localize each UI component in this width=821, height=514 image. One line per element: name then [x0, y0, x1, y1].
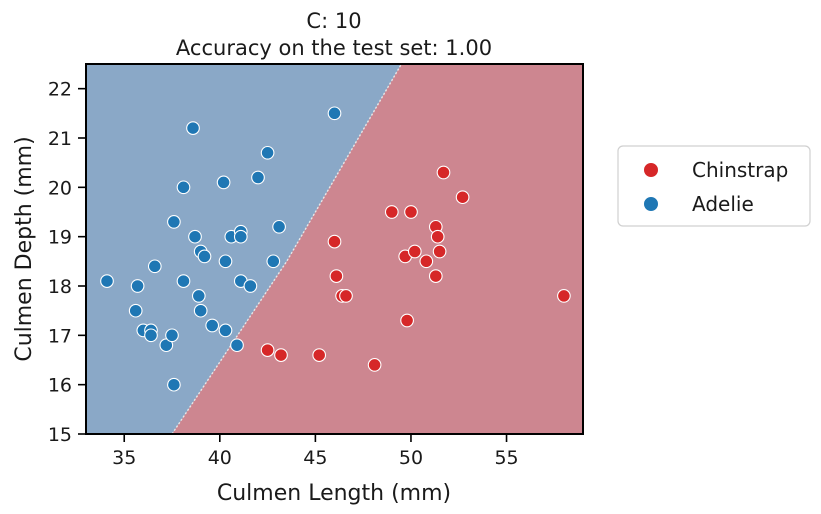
- decision-boundary: [171, 63, 403, 435]
- point-adelie: [230, 338, 244, 353]
- point-chinstrap: [557, 289, 571, 303]
- point-adelie: [147, 259, 162, 274]
- point-chinstrap: [436, 165, 451, 180]
- x-tick-label: 40: [208, 447, 232, 469]
- point-chinstrap: [384, 205, 399, 219]
- point-chinstrap: [407, 244, 422, 259]
- point-adelie: [266, 254, 281, 269]
- point-adelie: [130, 279, 145, 293]
- x-axis: 35 40 45 50 55: [112, 434, 519, 469]
- point-adelie: [216, 175, 231, 190]
- point-adelie: [191, 289, 206, 303]
- point-chinstrap: [455, 190, 470, 205]
- point-adelie: [144, 328, 158, 343]
- point-chinstrap: [404, 205, 418, 219]
- y-tick-label: 15: [48, 424, 72, 446]
- y-tick-label: 21: [48, 128, 72, 150]
- plot-area: [85, 63, 584, 435]
- point-adelie: [186, 121, 200, 135]
- point-adelie: [165, 328, 179, 343]
- point-adelie: [176, 180, 191, 195]
- point-chinstrap: [430, 229, 445, 244]
- point-chinstrap: [400, 313, 414, 328]
- x-tick-label: 35: [112, 447, 136, 469]
- plot-frame: [85, 63, 584, 435]
- point-adelie: [176, 274, 191, 288]
- legend-marker-chinstrap: [643, 162, 659, 178]
- point-chinstrap: [274, 348, 288, 362]
- point-adelie: [197, 249, 212, 264]
- point-chinstrap: [432, 244, 447, 259]
- point-chinstrap: [367, 358, 382, 372]
- point-adelie: [167, 215, 181, 229]
- point-adelie: [100, 274, 114, 288]
- chart-subtitle: Accuracy on the test set: 1.00: [176, 36, 492, 60]
- point-chinstrap: [329, 269, 344, 283]
- x-axis-label: Culmen Length (mm): [217, 481, 451, 506]
- point-chinstrap: [260, 343, 275, 357]
- point-adelie: [233, 229, 248, 244]
- point-adelie: [272, 219, 286, 234]
- point-adelie: [327, 106, 342, 121]
- point-adelie: [251, 170, 265, 185]
- y-tick-label: 16: [48, 375, 72, 397]
- point-adelie: [218, 254, 233, 269]
- y-tick-label: 19: [48, 227, 72, 249]
- y-tick-label: 22: [48, 79, 72, 101]
- point-adelie: [193, 303, 208, 318]
- chart-title: C: 10: [306, 9, 361, 33]
- point-adelie: [128, 303, 143, 318]
- x-tick-label: 45: [303, 447, 327, 469]
- point-adelie: [205, 318, 220, 333]
- region-chinstrap: [172, 64, 583, 434]
- x-tick-label: 50: [399, 447, 423, 469]
- point-chinstrap: [428, 269, 443, 283]
- y-axis: 15 16 17 18 19 20 21 22: [48, 79, 86, 446]
- legend-label-chinstrap: Chinstrap: [692, 158, 788, 182]
- point-adelie: [188, 229, 202, 244]
- y-tick-label: 20: [48, 177, 72, 199]
- y-tick-label: 17: [48, 325, 72, 347]
- x-tick-label: 55: [494, 447, 518, 469]
- point-adelie: [243, 279, 258, 293]
- point-chinstrap: [419, 254, 434, 269]
- legend: Chinstrap Adelie: [617, 145, 811, 227]
- y-axis-label: Culmen Depth (mm): [12, 136, 37, 361]
- legend-frame: [617, 145, 811, 227]
- legend-label-adelie: Adelie: [692, 192, 754, 216]
- point-chinstrap: [312, 348, 327, 362]
- point-adelie: [260, 145, 275, 160]
- point-chinstrap: [327, 234, 342, 249]
- point-chinstrap: [339, 289, 353, 303]
- point-adelie: [167, 377, 181, 392]
- legend-marker-adelie: [643, 196, 659, 212]
- point-adelie: [218, 323, 233, 338]
- y-tick-label: 18: [48, 276, 72, 298]
